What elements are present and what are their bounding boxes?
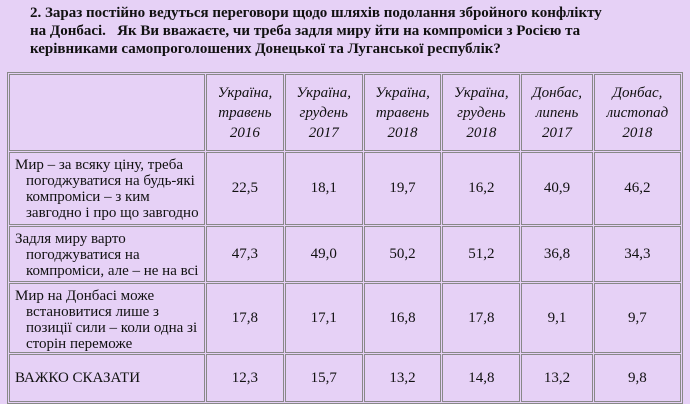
value-cell: 9,8: [593, 354, 681, 402]
corner-cell: [9, 74, 205, 151]
header-line: 2016: [229, 124, 260, 141]
row-label: Задля миру варто погоджуватися на компро…: [9, 226, 205, 282]
value-cell: 13,2: [363, 354, 442, 402]
header-line: грудень: [299, 104, 348, 121]
header-line: 2018: [622, 124, 653, 141]
value-cell: 47,3: [206, 226, 284, 282]
header-line: Україна,: [375, 84, 430, 101]
value-cell: 13,2: [521, 354, 593, 402]
header-line: липень: [535, 104, 579, 121]
value-cell: 49,0: [284, 226, 363, 282]
header-line: 2017: [542, 124, 573, 141]
header-line: Україна,: [454, 84, 509, 101]
value-cell: 19,7: [363, 152, 442, 225]
data-row: Мир на Донбасі може встановитися лише з …: [9, 283, 681, 353]
question-title: 2. Зараз постійно ведуться переговори що…: [30, 4, 602, 58]
header-line: листопад: [606, 104, 669, 121]
header-line: травень: [375, 104, 430, 121]
results-table: Україна, травень 2016 Україна, грудень 2017 Ук…: [7, 72, 683, 404]
header-line: грудень: [457, 104, 506, 121]
header-line: Україна,: [296, 84, 352, 101]
header-line: Донбас,: [532, 84, 583, 101]
value-cell: 34,3: [593, 226, 681, 282]
value-cell: 16,8: [363, 283, 442, 353]
value-cell: 17,8: [442, 283, 521, 353]
value-cell: 15,7: [284, 354, 363, 402]
header-line: травень: [218, 104, 272, 121]
value-cell: 17,8: [206, 283, 284, 353]
value-cell: 46,2: [593, 152, 681, 225]
data-row: Мир – за всяку ціну, треба погоджуватися…: [9, 152, 681, 225]
value-cell: 50,2: [363, 226, 442, 282]
value-cell: 36,8: [521, 226, 593, 282]
column-header: Україна, травень 2018: [363, 74, 442, 151]
column-header: Україна, травень 2016: [206, 74, 284, 151]
value-cell: 16,2: [442, 152, 521, 225]
value-cell: 12,3: [206, 354, 284, 402]
data-row: ВАЖКО СКАЗАТИ 12,3 15,7 13,2 14,8 13,2 9,8: [9, 354, 681, 402]
row-label: Мир – за всяку ціну, треба погоджуватися…: [9, 152, 205, 225]
header-row: Україна, травень 2016 Україна, грудень 2017 Ук…: [9, 74, 681, 151]
header-line: 2018: [387, 124, 418, 141]
header-line: Донбас,: [612, 84, 663, 101]
title-line: 2. Зараз постійно ведуться переговори що…: [30, 5, 602, 21]
value-cell: 14,8: [442, 354, 521, 402]
header-line: Україна,: [217, 84, 273, 101]
value-cell: 22,5: [206, 152, 284, 225]
header-line: 2017: [308, 124, 339, 141]
value-cell: 51,2: [442, 226, 521, 282]
row-label: ВАЖКО СКАЗАТИ: [9, 354, 205, 402]
title-line: керівниками самопроголошених Донецької т…: [30, 41, 501, 57]
row-label: Мир на Донбасі може встановитися лише з …: [9, 283, 205, 353]
value-cell: 18,1: [284, 152, 363, 225]
column-header: Донбас, листопад 2018: [593, 74, 681, 151]
value-cell: 9,7: [593, 283, 681, 353]
column-header: Донбас, липень 2017: [521, 74, 593, 151]
column-header: Україна, грудень 2017: [284, 74, 363, 151]
value-cell: 40,9: [521, 152, 593, 225]
title-line: на Донбасі. Як Ви вважаєте, чи треба зад…: [30, 23, 581, 39]
value-cell: 17,1: [284, 283, 363, 353]
column-header: Україна, грудень 2018: [442, 74, 521, 151]
data-row: Задля миру варто погоджуватися на компро…: [9, 226, 681, 282]
header-line: 2018: [466, 124, 497, 141]
value-cell: 9,1: [521, 283, 593, 353]
